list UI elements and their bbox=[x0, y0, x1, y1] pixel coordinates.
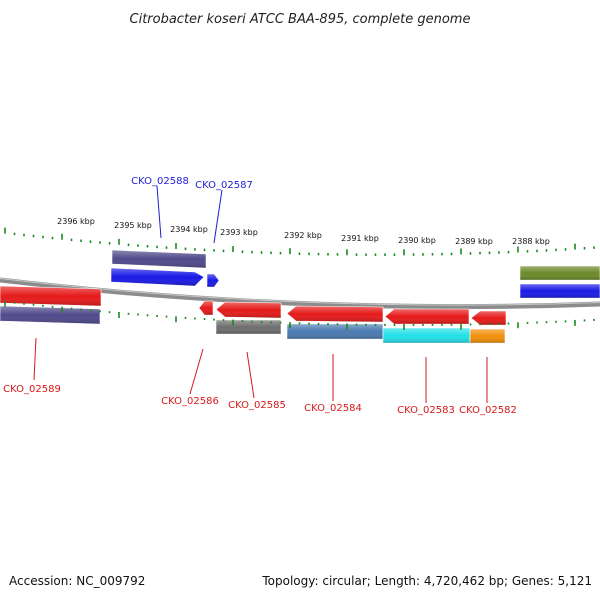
label-leader-lines bbox=[33, 185, 488, 403]
tick-label: 2389 kbp bbox=[455, 237, 493, 246]
genome-title: Citrobacter koseri ATCC BAA-895, complet… bbox=[130, 12, 471, 27]
tick-label: 2396 kbp bbox=[57, 217, 95, 226]
cds-02582-shading bbox=[471, 311, 506, 325]
gene-label-cko-02584[interactable]: CKO_02584 bbox=[304, 403, 362, 414]
gene-label-cko-02583[interactable]: CKO_02583 bbox=[397, 405, 455, 416]
gene-02584-shading bbox=[287, 324, 383, 339]
gene-label-cko-02588[interactable]: CKO_02588 bbox=[131, 176, 189, 187]
feature-track bbox=[0, 249, 600, 344]
leader-line bbox=[213, 189, 223, 244]
accession-text: Accession: NC_009792 bbox=[9, 574, 145, 588]
gene-label-cko-02589[interactable]: CKO_02589 bbox=[3, 384, 61, 395]
cds-right-blue-shading bbox=[520, 284, 600, 298]
gene-upper-left-shading bbox=[112, 250, 206, 268]
tick-label: 2391 kbp bbox=[341, 234, 379, 243]
inner-tick-track bbox=[4, 300, 595, 331]
gene-label-cko-02582[interactable]: CKO_02582 bbox=[459, 405, 517, 416]
tick-label: 2392 kbp bbox=[284, 231, 322, 240]
leader-line bbox=[246, 351, 255, 399]
cds-upper-left-shading bbox=[111, 268, 204, 286]
gene-label-cko-02585[interactable]: CKO_02585 bbox=[228, 400, 286, 411]
tick-labels: 2396 kbp 2395 kbp 2394 kbp 2393 kbp 2392 kbp… bbox=[57, 217, 550, 246]
leader-line bbox=[33, 337, 37, 381]
leader-line bbox=[189, 348, 204, 395]
cds-left-red-shading bbox=[0, 286, 101, 306]
cds-02585-shading bbox=[216, 302, 281, 318]
tick-label: 2394 kbp bbox=[170, 225, 208, 234]
gene-02582-shading bbox=[470, 329, 505, 343]
cds-small-rev-shading bbox=[199, 301, 213, 315]
gene-02583-shading bbox=[383, 328, 470, 343]
gene-label-cko-02587[interactable]: CKO_02587 bbox=[195, 180, 253, 191]
gene-labels: CKO_02588 CKO_02587 CKO_02589 CKO_02586 CKO_… bbox=[3, 176, 517, 416]
outer-tick-track bbox=[4, 227, 595, 256]
cds-02584-shading bbox=[287, 306, 383, 322]
tick-label: 2390 kbp bbox=[398, 236, 436, 245]
tick-label: 2388 kbp bbox=[512, 237, 550, 246]
cds-02583-shading bbox=[385, 309, 469, 324]
cds-small-fwd-shading bbox=[207, 274, 219, 287]
leader-line bbox=[156, 185, 162, 239]
gene-label-cko-02586[interactable]: CKO_02586 bbox=[161, 396, 219, 407]
gene-left-purple-shading bbox=[0, 306, 100, 324]
genome-backbone-highlight bbox=[0, 278, 600, 306]
tick-label: 2395 kbp bbox=[114, 221, 152, 230]
genome-summary-text: Topology: circular; Length: 4,720,462 bp… bbox=[261, 574, 592, 588]
gene-right-green-shading bbox=[520, 266, 600, 280]
tick-label: 2393 kbp bbox=[220, 228, 258, 237]
